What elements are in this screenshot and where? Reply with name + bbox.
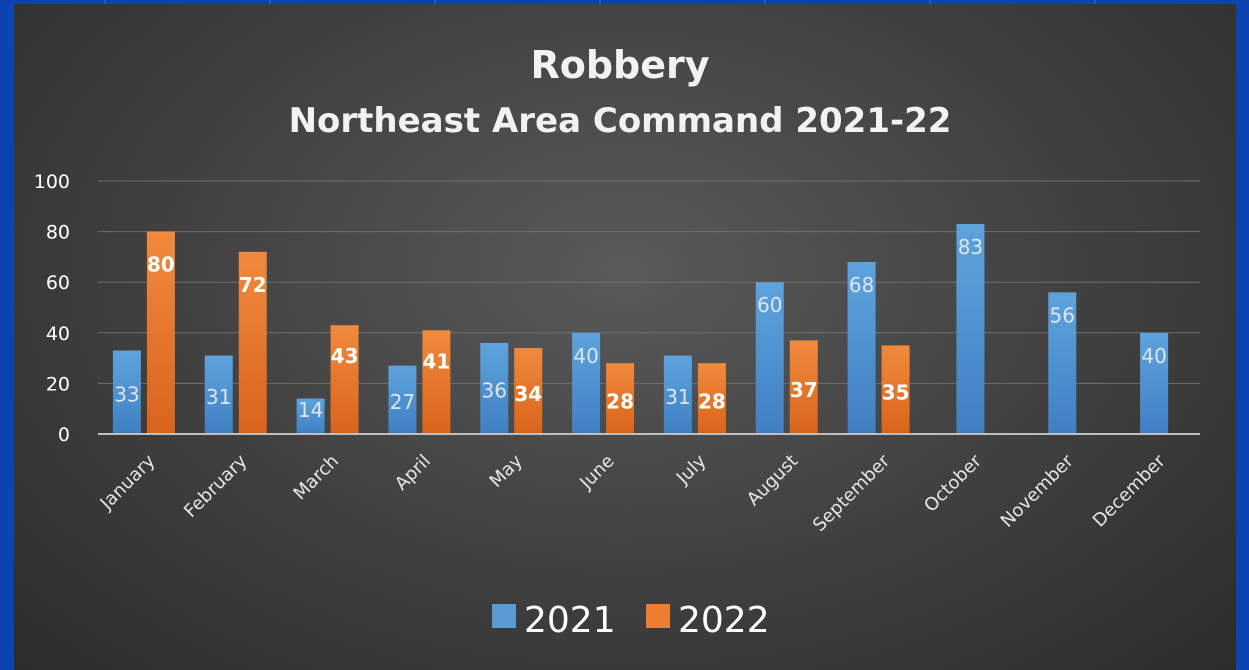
- y-tick-label: 100: [34, 171, 70, 193]
- data-label-2021: 31: [206, 385, 231, 409]
- data-label-2022: 80: [147, 253, 175, 277]
- data-label-2021: 33: [114, 382, 139, 406]
- robbery-bar-chart: Robbery Northeast Area Command 2021-22 0…: [34, 43, 1200, 641]
- data-label-2021: 83: [958, 235, 983, 259]
- y-tick-label: 0: [58, 424, 70, 446]
- data-label-2021: 14: [298, 398, 323, 422]
- data-label-2021: 56: [1050, 303, 1075, 327]
- y-tick-label: 60: [46, 272, 70, 294]
- x-tick-label: September: [809, 450, 895, 536]
- bar-2021[interactable]: [204, 355, 233, 434]
- y-axis-ticks: 0 20 40 60 80 100: [34, 171, 70, 446]
- bar-2021[interactable]: [663, 355, 692, 434]
- legend-swatch: [492, 604, 516, 628]
- legend-label[interactable]: 2022: [678, 600, 770, 641]
- y-tick-label: 20: [46, 373, 70, 395]
- data-label-2022: 41: [422, 349, 450, 373]
- bars: [112, 224, 1169, 434]
- x-axis-categories: January February March April May June July Augu…: [96, 450, 1170, 536]
- legend[interactable]: 2021 2022: [492, 600, 770, 641]
- bar-2021[interactable]: [480, 342, 509, 434]
- chart-area[interactable]: Robbery Northeast Area Command 2021-22 0…: [14, 4, 1236, 670]
- bar-2022[interactable]: [881, 345, 910, 434]
- y-tick-label: 80: [46, 222, 70, 244]
- x-tick-label: November: [997, 450, 1078, 531]
- bar-2021[interactable]: [956, 224, 985, 434]
- x-tick-label: April: [391, 451, 435, 495]
- x-tick-label: May: [486, 450, 527, 491]
- data-label-2022: 35: [882, 381, 910, 405]
- gridlines: [98, 180, 1200, 384]
- bar-2021[interactable]: [296, 398, 325, 434]
- bar-2021[interactable]: [388, 365, 417, 434]
- bar-2022[interactable]: [146, 231, 175, 434]
- y-tick-label: 40: [46, 323, 70, 345]
- x-tick-label: June: [575, 451, 618, 494]
- data-label-2021: 40: [573, 344, 598, 368]
- bar-2021[interactable]: [572, 332, 601, 434]
- bar-2021[interactable]: [1048, 292, 1077, 434]
- bar-2022[interactable]: [514, 347, 543, 434]
- x-tick-label: February: [180, 450, 251, 521]
- x-tick-label: July: [672, 450, 711, 489]
- data-label-2022: 28: [606, 390, 634, 414]
- bar-2021[interactable]: [755, 282, 784, 434]
- data-label-2021: 60: [757, 293, 782, 317]
- bar-2022[interactable]: [697, 363, 726, 434]
- x-tick-label: March: [289, 451, 343, 505]
- data-label-2021: 68: [849, 273, 874, 297]
- data-label-2022: 43: [331, 344, 359, 368]
- x-tick-label: December: [1089, 450, 1170, 531]
- data-label-2021: 31: [665, 385, 690, 409]
- chart-title: Robbery: [530, 43, 709, 87]
- chart-subtitle: Northeast Area Command 2021-22: [289, 101, 952, 141]
- bar-2021[interactable]: [847, 261, 876, 434]
- legend-swatch: [646, 604, 670, 628]
- bar-2022[interactable]: [238, 251, 267, 434]
- bar-2022[interactable]: [606, 363, 635, 434]
- data-label-2022: 28: [698, 390, 726, 414]
- data-label-2021: 27: [390, 390, 415, 414]
- x-tick-label: August: [743, 451, 802, 510]
- data-label-2022: 34: [514, 382, 542, 406]
- data-label-2021: 40: [1141, 344, 1166, 368]
- data-label-2022: 72: [239, 273, 267, 297]
- x-tick-label: October: [920, 450, 986, 516]
- data-labels: 33 80 31 72 14 43 27 41 36 34 40 28 31 28 60 37 68 35 83 56…: [114, 235, 1167, 422]
- bar-2022[interactable]: [330, 325, 359, 434]
- bar-2022[interactable]: [789, 340, 818, 434]
- data-label-2021: 36: [482, 378, 507, 402]
- legend-label[interactable]: 2021: [524, 600, 616, 641]
- bar-2021[interactable]: [112, 350, 141, 434]
- data-label-2022: 37: [790, 378, 818, 402]
- x-tick-label: January: [96, 450, 160, 514]
- bar-2021[interactable]: [1140, 332, 1169, 434]
- bar-2022[interactable]: [422, 330, 451, 434]
